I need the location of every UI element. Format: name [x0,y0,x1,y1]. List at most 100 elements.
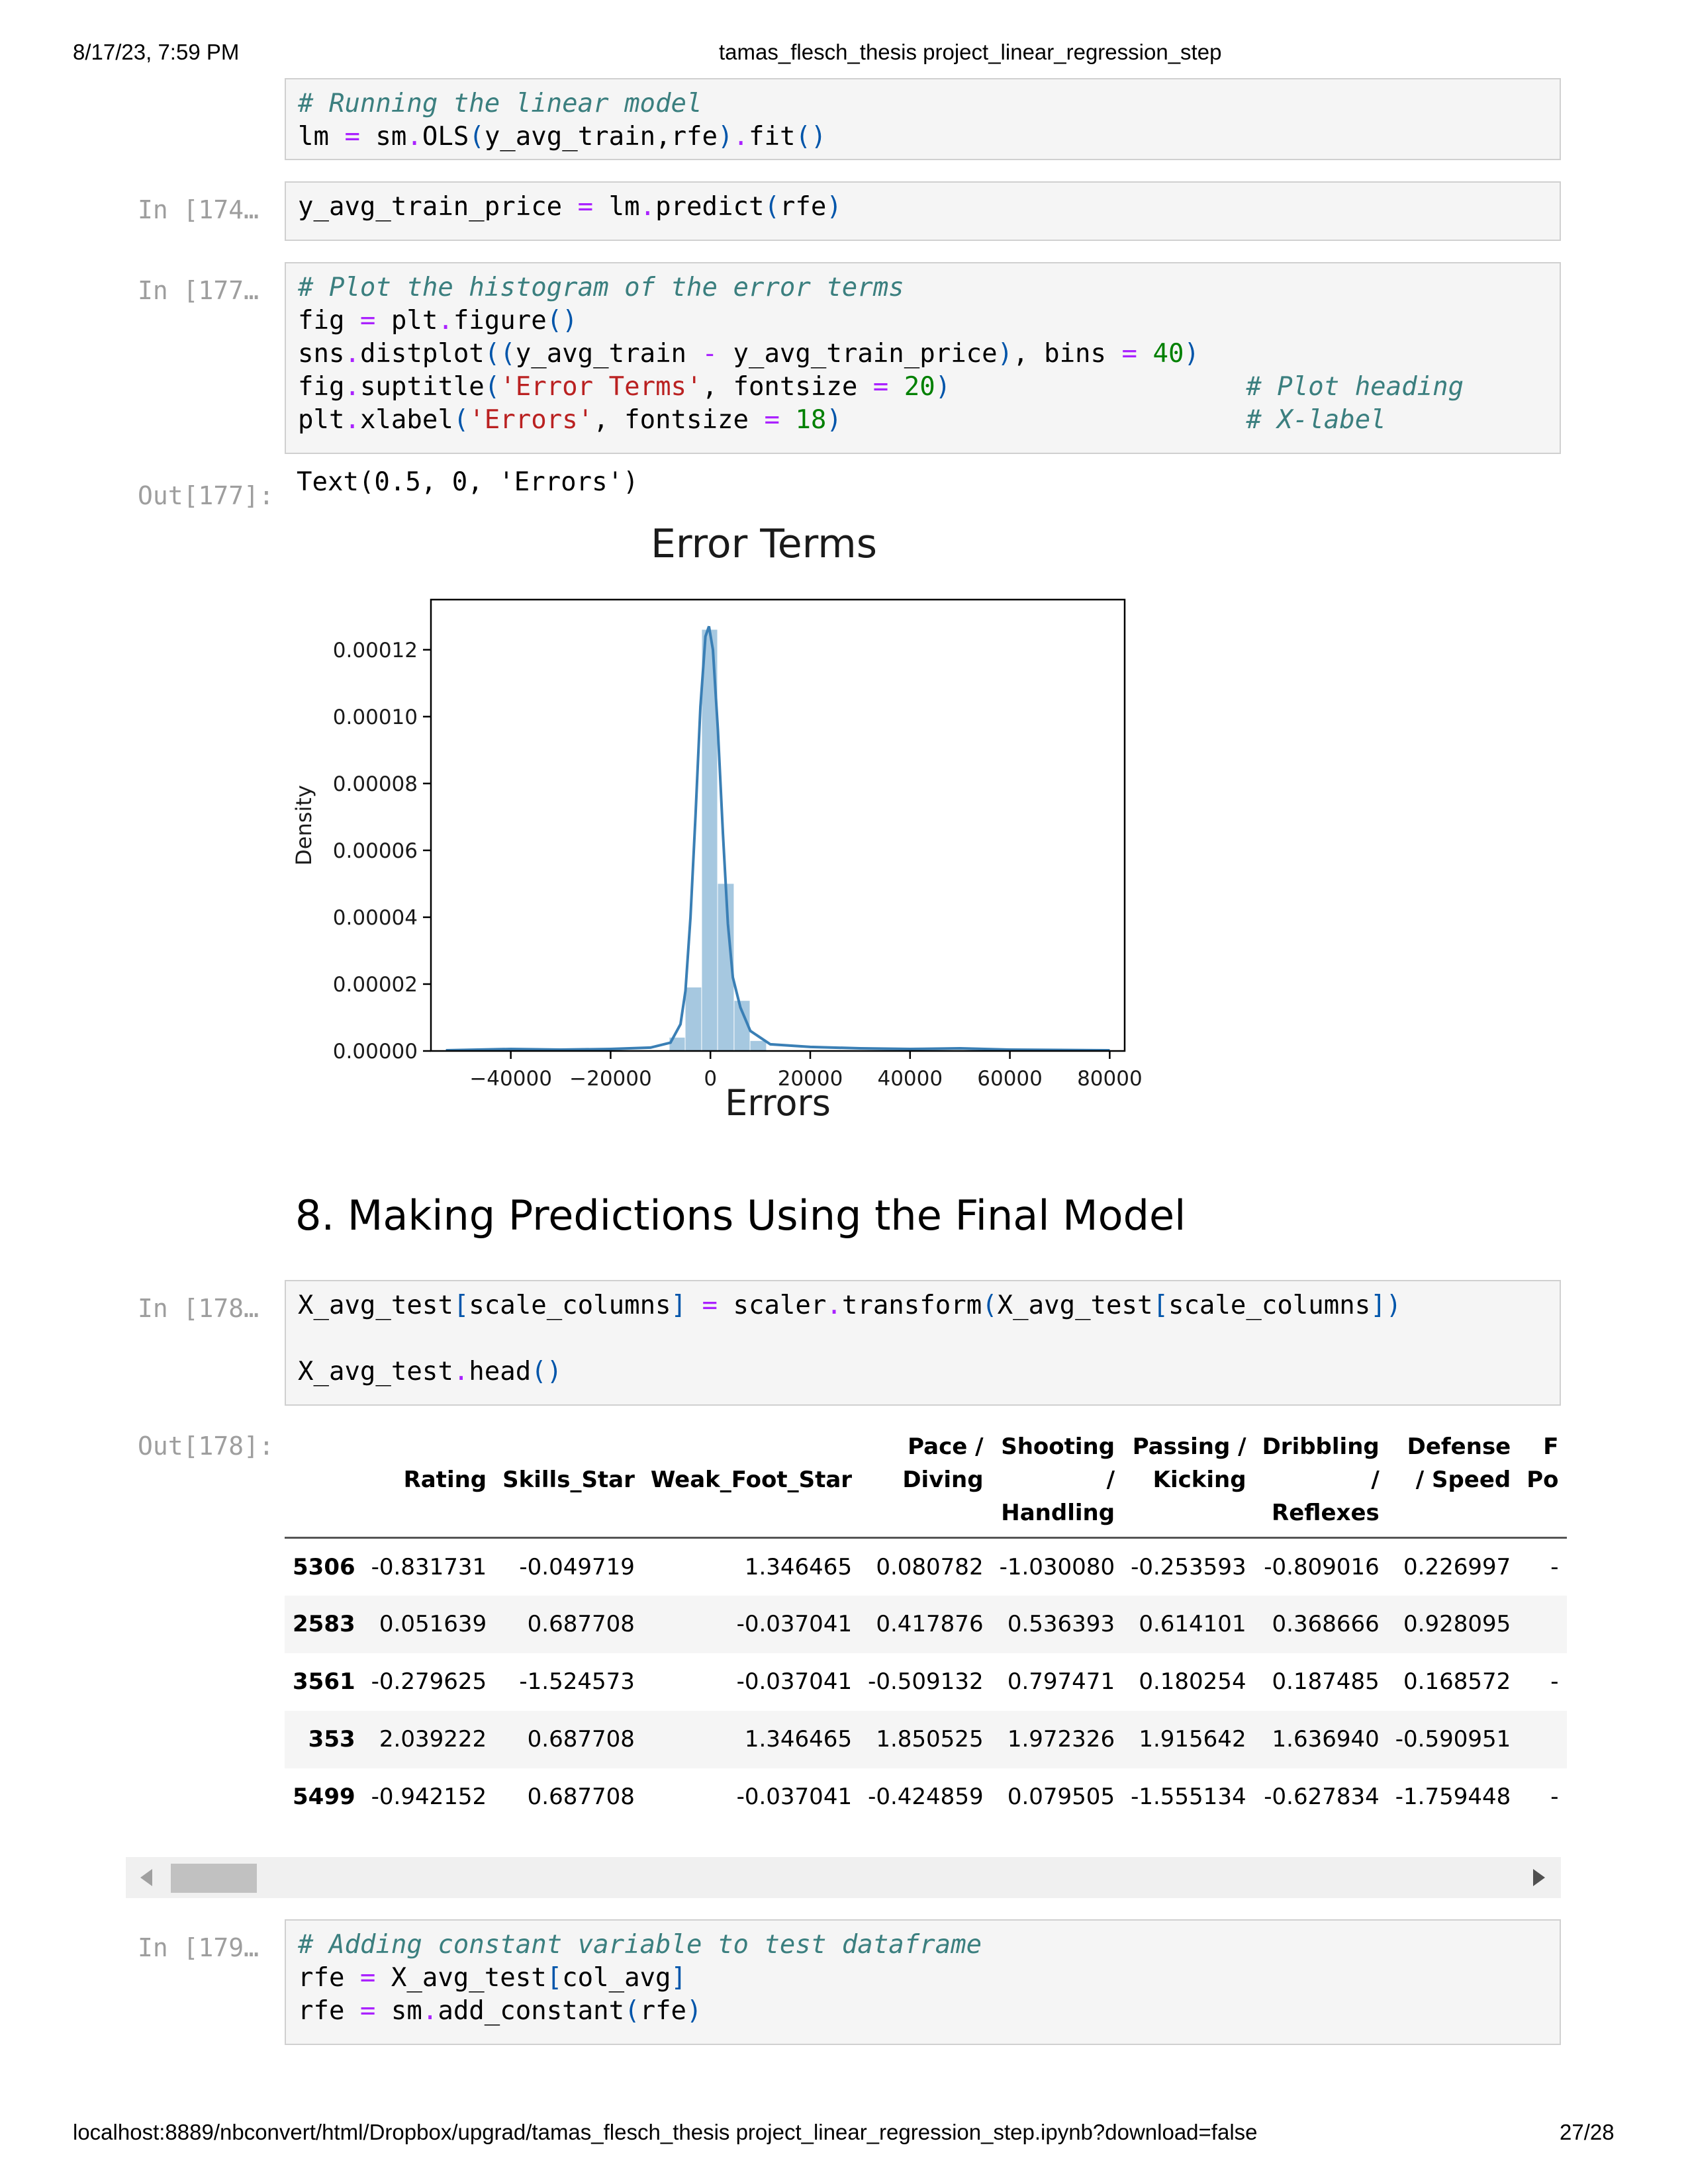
column-header: Weak_Foot_Star [642,1423,861,1539]
table-cell: -0.424859 [868,1784,984,1810]
output-prompt: Out[178]: [138,1432,274,1461]
y-axis: 0.00000 0.00002 0.00004 0.00006 0.00008 0.000… [333,639,431,1064]
y-tick-label: 0.00010 [333,705,418,729]
x-axis: −40000 −20000 0 20000 40000 60000 80000 [469,1051,1143,1091]
y-tick-label: 0.00012 [333,639,418,662]
y-tick-label: 0.00000 [333,1040,418,1064]
table-cell: 0.797471 [1007,1668,1115,1695]
table-cell: 0.051639 [379,1611,487,1637]
error-terms-chart: Error Terms 0.00000 0.00002 0.00004 0.00006… [291,521,1143,1124]
print-datetime: 8/17/23, 7:59 PM [73,40,240,64]
row-index: 353 [308,1726,355,1752]
table-cell: - [1550,1668,1559,1695]
table-cell: 0.180254 [1139,1668,1246,1695]
table-cell: -1.030080 [999,1553,1115,1580]
x-tick-label: 60000 [977,1067,1043,1091]
x-tick-label: 80000 [1077,1067,1143,1091]
y-tick-label: 0.00008 [333,772,418,796]
table-cell: 0.079505 [1007,1784,1115,1810]
table-cell: -0.627834 [1264,1784,1380,1810]
output-prompt: Out[177]: [138,481,274,510]
column-header: Dribbling / Reflexes [1254,1423,1387,1539]
histogram-bar-2 [702,629,718,1051]
table-cell: -0.590951 [1395,1726,1511,1752]
table-cell: -0.831731 [371,1553,487,1580]
section-heading: 8. Making Predictions Using the Final Mo… [295,1191,1186,1240]
table-cell: 0.928095 [1403,1611,1511,1637]
code-cell-predict[interactable]: y_avg_train_price = lm.predict(rfe) [285,181,1561,241]
table-cell: -0.279625 [371,1668,487,1695]
scroll-left-arrow-icon[interactable] [140,1869,154,1886]
code-cell-plot-histogram[interactable]: # Plot the histogram of the error terms … [285,262,1561,454]
table-cell: 1.346465 [744,1553,853,1580]
x-tick-label: −20000 [569,1067,652,1091]
histogram-bar-0 [669,1037,685,1051]
page-number: 27/28 [1560,2120,1615,2144]
code-cell-add-constant[interactable]: # Adding constant variable to test dataf… [285,1919,1561,2045]
cell-prompt: In [174… [138,195,259,224]
x-axis-label: Errors [725,1082,831,1124]
table-cell [1519,1596,1566,1653]
table-row: 5499 -0.942152 0.687708 -0.037041 -0.424859 0… [285,1768,1567,1826]
output-text: Text(0.5, 0, 'Errors') [297,467,639,497]
histogram-bar-3 [718,884,734,1051]
y-tick-label: 0.00006 [333,839,418,863]
table-row: 353 2.039222 0.687708 1.346465 1.850525 1.972… [285,1710,1567,1768]
code-cell-linear-model[interactable]: # Running the linear model lm = sm.OLS(y… [285,78,1561,160]
row-index: 3561 [293,1668,355,1695]
row-index: 5499 [293,1784,355,1810]
column-header: Pace / Diving [860,1423,992,1539]
table-cell: 0.187485 [1272,1668,1380,1695]
column-header: Skills_Star [494,1423,643,1539]
table-cell: - [1550,1553,1559,1580]
table-cell: 0.614101 [1139,1611,1246,1637]
code-cell-transform-test[interactable]: X_avg_test[scale_columns] = scaler.trans… [285,1280,1561,1406]
table-cell: 0.687708 [527,1611,635,1637]
table-row: 5306 -0.831731 -0.049719 1.346465 0.080782 -1… [285,1538,1567,1596]
table-cell: 0.536393 [1007,1611,1115,1637]
histogram-bar-1 [685,987,702,1051]
y-axis-label: Density [291,785,316,866]
table-cell: 0.168572 [1403,1668,1511,1695]
table-cell: 0.080782 [876,1553,984,1580]
y-tick-label: 0.00004 [333,906,418,930]
table-row: 2583 0.051639 0.687708 -0.037041 0.417876 0.5… [285,1595,1567,1653]
horizontal-scrollbar[interactable] [126,1857,1561,1898]
table-cell: -0.049719 [519,1553,635,1580]
cell-prompt: In [177… [138,276,259,305]
histogram-bar-5 [750,1040,767,1051]
table-cell: 1.636940 [1272,1726,1380,1752]
kde-curve [445,625,1110,1052]
chart-title: Error Terms [651,521,877,567]
table-cell: -0.037041 [736,1784,853,1810]
table-cell: -0.809016 [1264,1553,1380,1580]
table-cell: - [1550,1784,1559,1810]
index-header [285,1423,363,1539]
plot-frame [430,598,1126,1052]
x-tick-label: 0 [704,1067,717,1091]
y-tick-label: 0.00002 [333,973,418,997]
table-cell: 0.687708 [527,1784,635,1810]
table-cell: 1.850525 [876,1726,984,1752]
table-cell: -1.759448 [1395,1784,1511,1810]
histogram-bar-4 [734,1001,750,1051]
x-tick-label: 20000 [778,1067,843,1091]
column-header: F Po [1519,1423,1567,1539]
table-cell: -0.037041 [736,1668,853,1695]
print-title: tamas_flesch_thesis project_linear_regre… [719,40,1222,64]
table-cell: -1.555134 [1131,1784,1246,1810]
table-cell: -0.509132 [868,1668,984,1695]
scroll-right-arrow-icon[interactable] [1533,1869,1546,1886]
cell-prompt: In [178… [138,1294,259,1323]
x-tick-label: 40000 [877,1067,943,1091]
table-cell: 0.417876 [876,1611,984,1637]
scrollbar-thumb[interactable] [171,1864,257,1893]
row-index: 5306 [293,1553,355,1580]
table-cell: 0.226997 [1403,1553,1511,1580]
table-cell: 1.915642 [1139,1726,1246,1752]
table-cell: -0.942152 [371,1784,487,1810]
code-comment: # Plot the histogram of the error terms [298,273,904,302]
table-cell [1519,1711,1566,1768]
cell-prompt: In [179… [138,1933,259,1962]
table-cell: 0.687708 [527,1726,635,1752]
